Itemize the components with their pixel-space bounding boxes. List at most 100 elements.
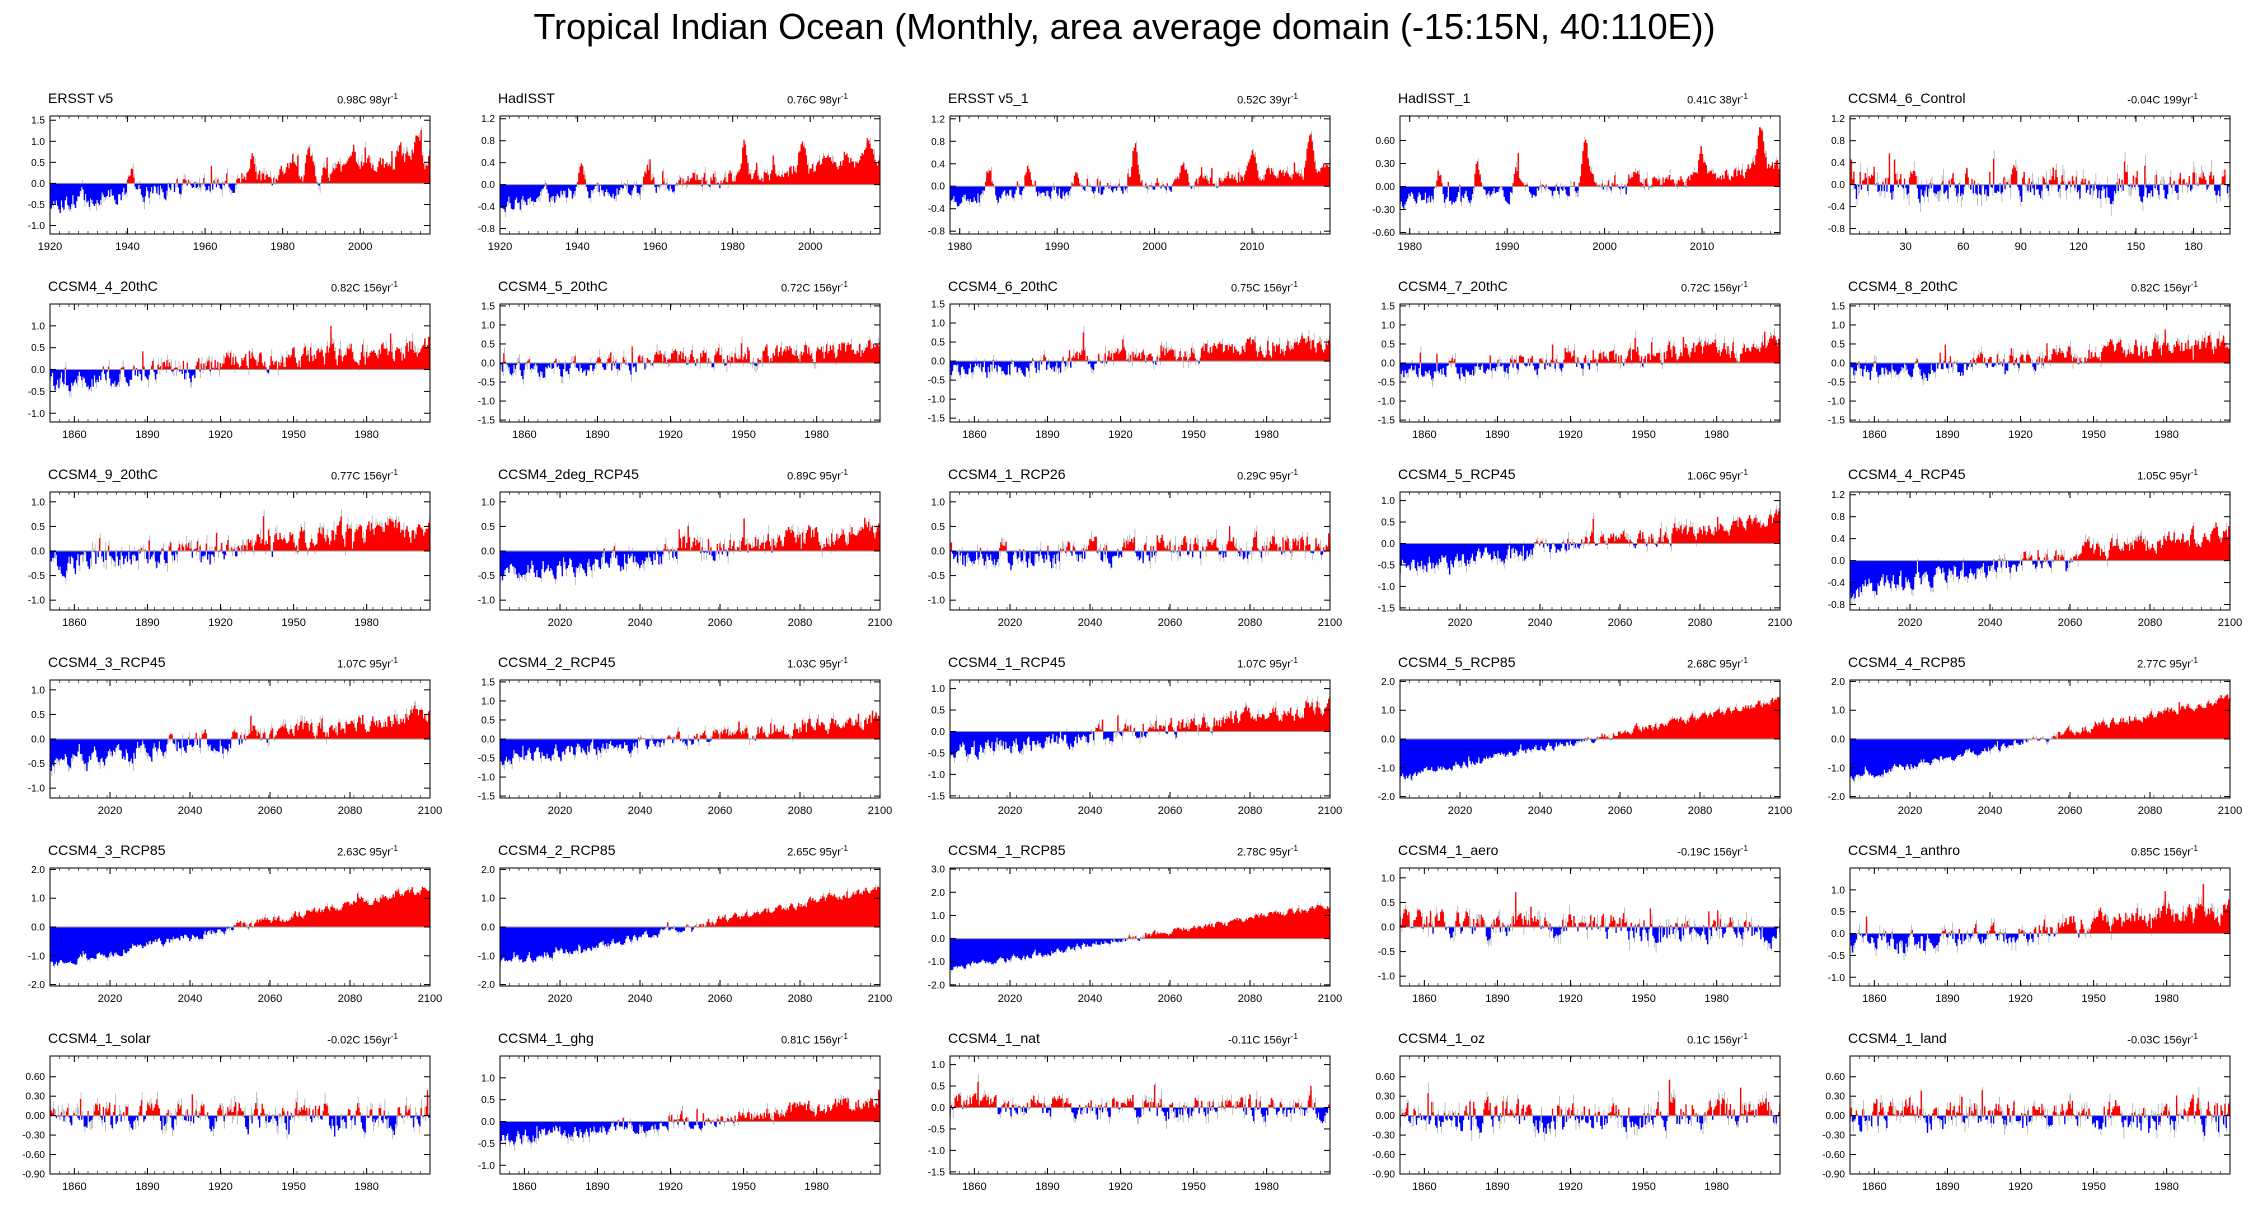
y-tick-label: 0.00 [26, 1111, 46, 1122]
x-tick-label: 2040 [628, 805, 652, 817]
trend-label: 2.63C 95yr-1 [337, 844, 398, 859]
y-tick-label: -0.8 [1828, 224, 1846, 235]
trend-label: 1.06C 95yr-1 [1687, 468, 1748, 483]
y-tick-label: 0.0 [481, 1117, 495, 1128]
series-negative [950, 938, 1141, 970]
y-tick-label: 0.5 [931, 338, 945, 349]
x-tick-label: 1860 [62, 617, 86, 629]
x-tick-label: 1950 [2081, 1181, 2105, 1193]
chart-svg: 2020 2040 2060 2080 2100 -1.0 -0.5 0.0 0.5 1.0 [928, 491, 1342, 629]
x-tick-label: 1860 [1862, 1181, 1886, 1193]
y-tick-label: 0.0 [31, 365, 45, 376]
series-positive [126, 130, 430, 184]
y-tick-label: 0.0 [481, 547, 495, 558]
y-tick-label: -1.0 [928, 596, 946, 607]
series-negative [500, 184, 721, 212]
y-tick-label: -0.30 [22, 1131, 45, 1142]
series-positive [1850, 153, 2230, 185]
y-tick-label: -0.5 [478, 571, 496, 582]
x-tick-label: 1860 [1412, 993, 1436, 1005]
x-tick-label: 1950 [1181, 429, 1205, 441]
y-tick-label: 1.2 [1831, 490, 1845, 501]
y-tick-label: 0.0 [931, 727, 945, 738]
x-tick-label: 1890 [1935, 1181, 1959, 1193]
series-negative [1400, 363, 1664, 380]
y-tick-label: 0.0 [931, 934, 945, 945]
trend-label: 1.07C 95yr-1 [1237, 656, 1298, 671]
x-tick-label: 1860 [1862, 993, 1886, 1005]
y-tick-label: 1.0 [31, 894, 45, 905]
x-tick-label: 2040 [1078, 805, 1102, 817]
y-tick-label: 2.0 [31, 865, 45, 876]
x-tick-label: 1950 [1631, 1181, 1655, 1193]
x-tick-label: 2080 [1238, 993, 1262, 1005]
series-positive [1584, 697, 1780, 739]
x-tick-label: 2080 [788, 993, 812, 1005]
x-tick-label: 1950 [1631, 429, 1655, 441]
y-tick-label: 0.0 [1381, 539, 1395, 550]
trend-label: 2.65C 95yr-1 [787, 844, 848, 859]
x-tick-label: 1890 [1935, 993, 1959, 1005]
x-tick-label: 1950 [2081, 993, 2105, 1005]
chart-panel: CCSM4_1_RCP45 1.07C 95yr-1 2020 2040 2060 208… [900, 654, 1350, 842]
x-tick-label: 2020 [998, 805, 1022, 817]
series-noise [50, 126, 430, 212]
x-tick-label: 1980 [1254, 429, 1278, 441]
chart-panel: CCSM4_5_RCP45 1.06C 95yr-1 2020 2040 2060 208… [1350, 466, 1800, 654]
x-tick-label: 2060 [1158, 805, 1182, 817]
chart-panel: CCSM4_1_RCP85 2.78C 95yr-1 2020 2040 2060 208… [900, 842, 1350, 1030]
chart-title: CCSM4_1_solar [48, 1030, 151, 1046]
trend-label: 0.81C 156yr-1 [780, 1032, 848, 1047]
y-tick-label: 1.5 [931, 300, 945, 311]
series-positive [1850, 1090, 2230, 1116]
y-tick-label: -1.5 [478, 416, 496, 427]
y-tick-label: -1.0 [478, 1161, 496, 1172]
y-tick-label: -2.0 [478, 980, 496, 991]
x-tick-label: 1980 [1704, 993, 1728, 1005]
y-tick-label: 0.5 [931, 522, 945, 533]
y-tick-label: 0.00 [1376, 182, 1396, 193]
x-tick-label: 1860 [962, 1181, 986, 1193]
chart-panel: ERSST v5_1 0.52C 39yr-1 1980 1990 2000 2010 -0… [900, 90, 1350, 278]
x-tick-label: 2080 [1688, 805, 1712, 817]
y-tick-label: -1.0 [1828, 397, 1846, 408]
x-tick-label: 1980 [804, 1181, 828, 1193]
trend-label: 0.98C 98yr-1 [337, 92, 398, 107]
series-positive [1850, 329, 2230, 363]
y-tick-label: 1.5 [481, 677, 495, 688]
y-tick-label: -1.5 [1828, 416, 1846, 427]
x-tick-label: 2080 [1238, 617, 1262, 629]
y-tick-label: -1.0 [478, 397, 496, 408]
chart-panel: CCSM4_7_20thC 0.72C 156yr-1 1860 1890 1920 19… [1350, 278, 1800, 466]
y-tick-label: -2.0 [928, 980, 946, 991]
chart-title: CCSM4_1_aero [1398, 842, 1499, 858]
trend-label: 0.82C 156yr-1 [330, 280, 398, 295]
chart-title: CCSM4_4_20thC [48, 278, 158, 294]
y-tick-label: -0.5 [28, 387, 46, 398]
y-tick-label: 1.5 [1381, 301, 1395, 312]
y-tick-label: 2.0 [1381, 677, 1395, 688]
y-tick-label: -1.0 [1378, 582, 1396, 593]
y-tick-label: 0.0 [481, 359, 495, 370]
x-tick-label: 1940 [115, 241, 139, 253]
y-tick-label: 0.60 [1376, 1072, 1396, 1083]
chart-svg: 1860 1890 1920 1950 1980 -1.5 -1.0 -0.5 0.0 0.5 1.… [1378, 301, 1781, 441]
y-tick-label: -0.5 [478, 1139, 496, 1150]
y-tick-label: 0.0 [31, 923, 45, 934]
x-tick-label: 2060 [1158, 617, 1182, 629]
y-tick-label: -0.8 [1828, 600, 1846, 611]
series-positive [950, 526, 1330, 551]
x-tick-label: 1920 [2008, 993, 2032, 1005]
trend-label: -0.19C 156yr-1 [1677, 844, 1748, 859]
x-tick-label: 1980 [948, 241, 972, 253]
x-tick-label: 1950 [281, 1181, 305, 1193]
x-tick-label: 2100 [868, 617, 892, 629]
x-tick-label: 2040 [1528, 617, 1552, 629]
y-tick-label: 0.00 [1826, 1111, 1846, 1122]
chart-svg: 2020 2040 2060 2080 2100 -1.0 -0.5 0.0 0.5 1.0 [28, 679, 442, 817]
chart-svg: 1860 1890 1920 1950 1980 -1.5 -1.0 -0.5 0.0 0.5 1.… [1828, 301, 2231, 441]
series-positive [2029, 694, 2230, 739]
chart-svg: 1860 1890 1920 1950 1980 -1.5 -1.0 -0.5 0.0 0.5 1.… [478, 301, 881, 441]
trend-label: -0.11C 156yr-1 [1228, 1032, 1298, 1047]
y-tick-label: 2.0 [1831, 677, 1845, 688]
